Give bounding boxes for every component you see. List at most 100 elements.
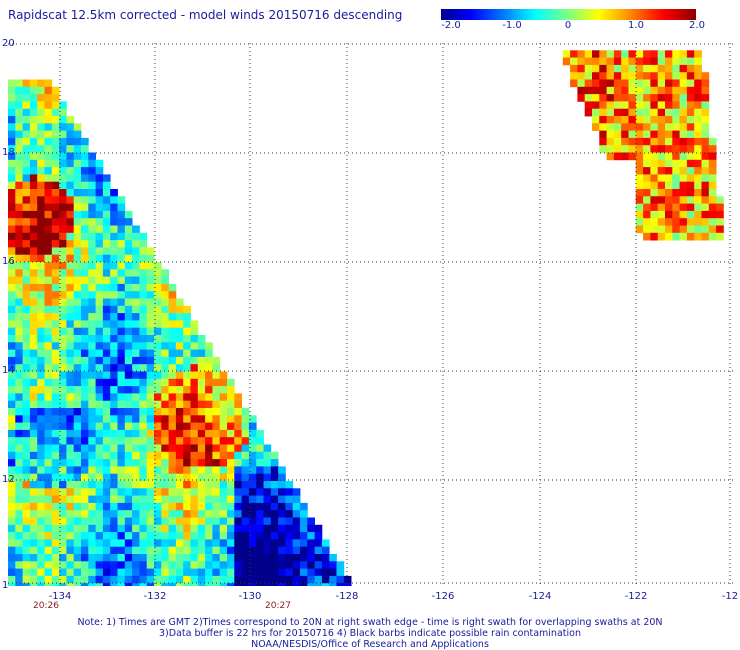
wind-cell bbox=[183, 371, 191, 380]
wind-cell bbox=[248, 422, 257, 431]
wind-cell bbox=[256, 532, 264, 540]
wind-cell bbox=[124, 356, 133, 365]
wind-cell bbox=[59, 123, 67, 131]
wind-cell bbox=[88, 473, 96, 482]
wind-cell bbox=[110, 429, 118, 438]
wind-cell bbox=[73, 145, 82, 153]
wind-cell bbox=[175, 429, 184, 438]
wind-cell bbox=[8, 94, 16, 102]
wind-cell bbox=[197, 459, 206, 467]
wind-cell bbox=[241, 524, 250, 533]
wind-cell bbox=[88, 524, 96, 533]
wind-cell bbox=[694, 218, 702, 226]
wind-cell bbox=[22, 79, 31, 88]
wind-cell bbox=[205, 349, 213, 358]
wind-cell bbox=[44, 517, 53, 526]
wind-cell bbox=[44, 79, 53, 88]
wind-cell bbox=[599, 108, 607, 117]
wind-cell bbox=[227, 378, 235, 387]
wind-cell bbox=[8, 159, 16, 168]
wind-cell bbox=[95, 415, 104, 423]
wind-cell bbox=[183, 532, 191, 540]
wind-cell bbox=[44, 364, 53, 372]
wind-cell bbox=[307, 532, 315, 540]
wind-cell bbox=[95, 437, 104, 445]
wind-cell bbox=[577, 79, 586, 88]
wind-cell bbox=[15, 466, 23, 475]
wind-cell bbox=[110, 298, 118, 307]
wind-cell bbox=[307, 546, 315, 555]
wind-cell bbox=[37, 240, 45, 248]
wind-cell bbox=[234, 473, 242, 482]
wind-cell bbox=[8, 583, 16, 586]
wind-cell bbox=[212, 575, 221, 584]
wind-cell bbox=[672, 86, 680, 95]
wind-cell bbox=[679, 152, 688, 161]
wind-cell bbox=[227, 583, 235, 586]
wind-cell bbox=[665, 130, 673, 139]
wind-cell bbox=[44, 247, 53, 256]
wind-cell bbox=[37, 108, 45, 117]
wind-cell bbox=[227, 437, 235, 445]
wind-cell bbox=[146, 451, 155, 460]
wind-cell bbox=[132, 517, 140, 526]
wind-cell bbox=[73, 378, 82, 387]
wind-cell bbox=[102, 422, 111, 431]
wind-cell bbox=[161, 495, 169, 504]
wind-cell bbox=[44, 568, 53, 577]
wind-cell bbox=[44, 495, 53, 504]
wind-cell bbox=[161, 349, 169, 358]
wind-cell bbox=[66, 196, 75, 204]
wind-cell bbox=[175, 510, 184, 518]
wind-cell bbox=[117, 313, 126, 321]
wind-cell bbox=[81, 481, 89, 489]
wind-cell bbox=[29, 189, 38, 197]
wind-cell bbox=[139, 364, 148, 372]
wind-cell bbox=[81, 517, 89, 526]
wind-cell bbox=[73, 532, 82, 540]
wind-cell bbox=[51, 283, 60, 292]
wind-cell bbox=[110, 481, 118, 489]
wind-cell bbox=[146, 386, 155, 394]
wind-cell bbox=[37, 473, 45, 482]
wind-cell bbox=[81, 269, 89, 277]
wind-cell bbox=[15, 386, 23, 394]
wind-cell bbox=[146, 561, 155, 569]
wind-cell bbox=[278, 546, 286, 555]
wind-cell bbox=[219, 539, 228, 548]
wind-cell bbox=[81, 561, 89, 569]
wind-cell bbox=[234, 575, 242, 584]
wind-cell bbox=[139, 473, 148, 482]
wind-cell bbox=[73, 510, 82, 518]
wind-cell bbox=[672, 232, 680, 241]
wind-cell bbox=[212, 415, 221, 423]
wind-cell bbox=[95, 583, 104, 586]
wind-cell bbox=[117, 320, 126, 329]
wind-cell bbox=[679, 159, 688, 168]
lat-label: 12 bbox=[2, 474, 15, 485]
wind-cell bbox=[197, 481, 206, 489]
wind-cell bbox=[66, 167, 75, 175]
wind-cell bbox=[15, 393, 23, 402]
wind-cell bbox=[146, 247, 155, 256]
wind-cell bbox=[124, 583, 133, 586]
wind-cell bbox=[29, 181, 38, 190]
wind-cell bbox=[44, 356, 53, 365]
wind-cell bbox=[51, 159, 60, 168]
wind-cell bbox=[44, 554, 53, 562]
wind-cell bbox=[613, 50, 622, 58]
wind-cell bbox=[8, 408, 16, 416]
wind-cell bbox=[190, 502, 199, 511]
wind-cell bbox=[8, 298, 16, 307]
wind-cell bbox=[95, 320, 104, 329]
wind-cell bbox=[139, 502, 148, 511]
wind-cell bbox=[219, 415, 228, 423]
wind-cell bbox=[292, 539, 301, 548]
wind-cell bbox=[241, 429, 250, 438]
wind-cell bbox=[154, 488, 162, 496]
wind-cell bbox=[183, 473, 191, 482]
wind-cell bbox=[197, 429, 206, 438]
wind-cell bbox=[577, 72, 586, 80]
wind-cell bbox=[102, 415, 111, 423]
wind-cell bbox=[329, 554, 337, 562]
